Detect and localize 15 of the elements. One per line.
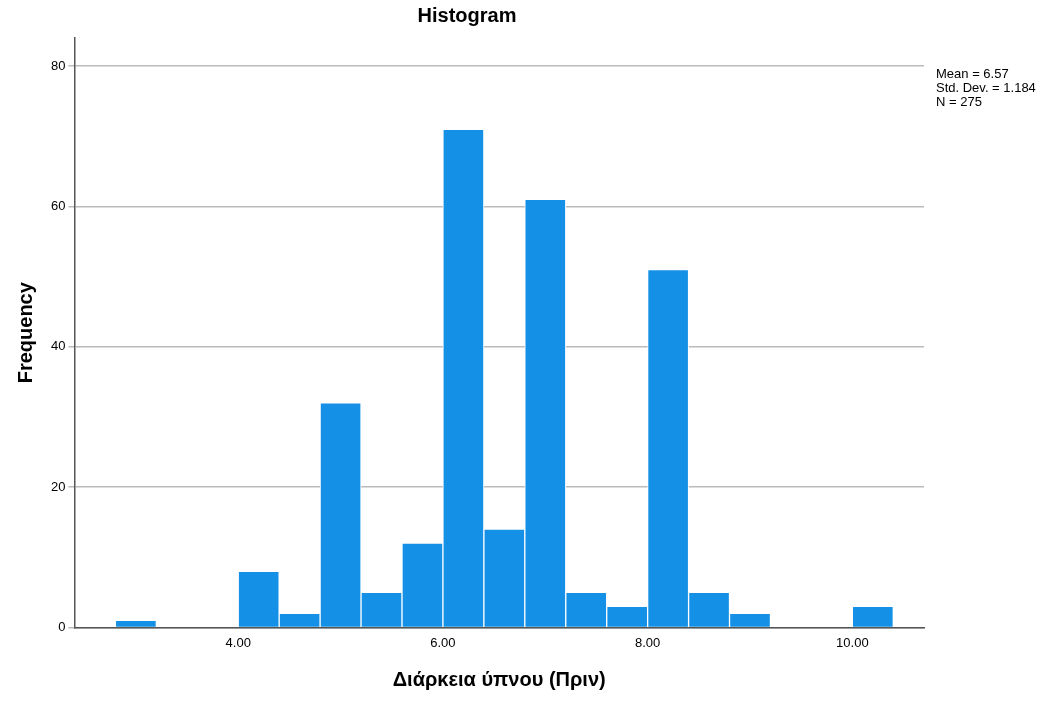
text: Std. Dev. = 1.184 [936, 80, 1036, 96]
y-axis-title: Frequency [13, 281, 36, 384]
text: Mean = 6.57 [936, 66, 1009, 82]
y-tick-label: 40 [50, 338, 66, 354]
chart-title: Histogram [417, 3, 517, 26]
y-tick-label: 80 [50, 57, 66, 73]
text: N = 275 [936, 94, 982, 110]
x-tick-label: 4.00 [225, 634, 251, 650]
y-tick-label: 20 [50, 478, 66, 494]
x-axis-title: Διάρκεια ύπνου (Πριν) [392, 667, 606, 690]
x-tick-label: 8.00 [634, 634, 661, 650]
y-tick-label: 60 [50, 197, 66, 213]
x-tick-label: 6.00 [430, 634, 456, 650]
x-tick-label: 10.00 [836, 634, 869, 650]
y-tick-label: 0 [58, 618, 66, 634]
